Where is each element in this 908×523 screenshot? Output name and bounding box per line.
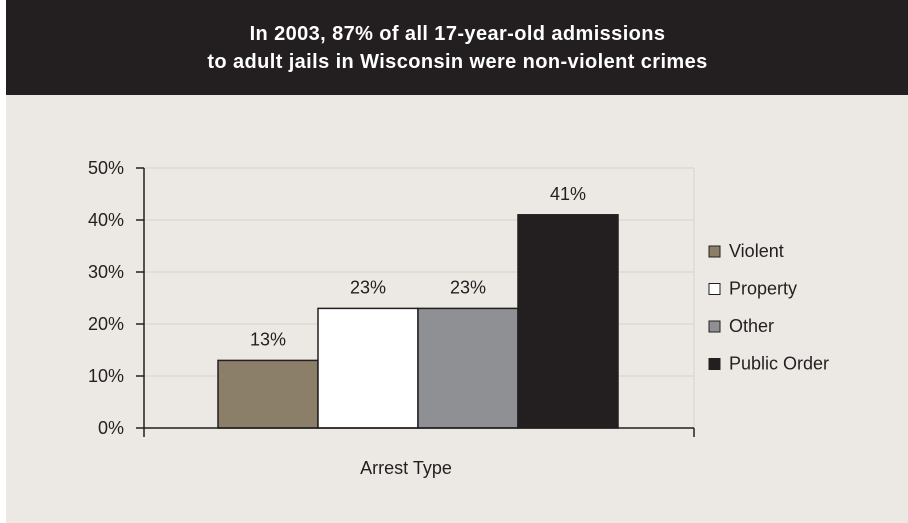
data-label-violent: 13%	[250, 329, 286, 349]
bar-other	[417, 307, 519, 429]
legend-label-violent: Violent	[729, 241, 784, 261]
chart-frame: In 2003, 87% of all 17-year-old admissio…	[6, 0, 908, 523]
data-label-other: 23%	[450, 277, 486, 297]
y-tick-label-30: 30%	[88, 262, 124, 282]
data-label-public-order: 41%	[550, 184, 586, 204]
chart-title-banner: In 2003, 87% of all 17-year-old admissio…	[6, 0, 908, 95]
legend-swatch-property	[708, 283, 721, 295]
y-tick-label-0: 0%	[98, 418, 124, 438]
chart-title-line-2: to adult jails in Wisconsin were non-vio…	[207, 50, 708, 73]
bar-property	[317, 307, 419, 429]
legend-label-public-order: Public Order	[729, 354, 829, 374]
chart-title-line-1: In 2003, 87% of all 17-year-old admissio…	[249, 22, 666, 45]
y-tick-label-50: 50%	[88, 158, 124, 178]
x-axis-title: Arrest Type	[360, 458, 452, 478]
y-tick-label-20: 20%	[88, 314, 124, 334]
bar-violent	[217, 359, 319, 429]
y-tick-label-10: 10%	[88, 366, 124, 386]
y-tick-label-40: 40%	[88, 210, 124, 230]
legend-swatch-violent	[708, 245, 721, 258]
bar-public-order	[517, 214, 619, 429]
legend-label-other: Other	[729, 316, 774, 336]
data-label-property: 23%	[350, 277, 386, 297]
legend-swatch-public-order	[708, 358, 721, 370]
bar-chart: 0% 10% 20% 30% 40% 50% 13% 23% 23% 41% Arrest Type…	[88, 158, 829, 478]
legend-label-property: Property	[729, 279, 797, 299]
legend-swatch-other	[708, 320, 721, 333]
